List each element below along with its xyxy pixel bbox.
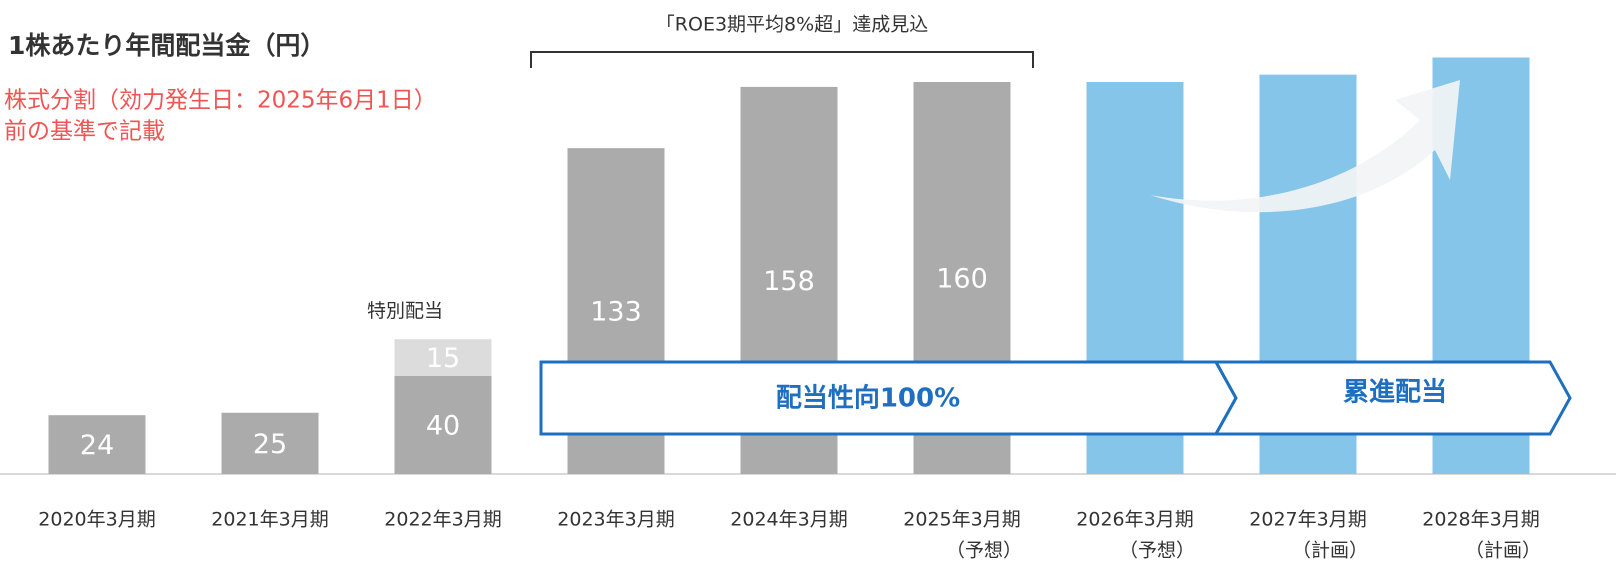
x-tick-label: 2024年3月期 — [730, 509, 847, 531]
chart-title: 1株あたり年間配当金（円） — [8, 31, 325, 60]
bar — [394, 376, 492, 474]
bracket-label: 「ROE3期平均8%超」達成見込 — [656, 14, 928, 36]
x-tick-label: 2028年3月期 — [1422, 509, 1539, 531]
value-label: 160 — [936, 264, 988, 295]
x-tick-note: （予想） — [946, 540, 1022, 562]
banner-label: 配当性向100% — [776, 383, 960, 414]
value-label: 133 — [590, 297, 642, 328]
banner-label: 累進配当 — [1343, 378, 1447, 408]
x-tick-note: （計画） — [1292, 540, 1368, 562]
x-tick-label: 2026年3月期 — [1076, 509, 1193, 531]
x-tick-label: 2025年3月期 — [903, 509, 1020, 531]
annotation: 特別配当 — [367, 300, 443, 322]
x-tick-label: 2020年3月期 — [38, 509, 155, 531]
note: 前の基準で記載 — [4, 119, 165, 145]
value-label: 15 — [426, 343, 460, 374]
banner — [1213, 360, 1572, 436]
x-tick-label: 2021年3月期 — [211, 509, 328, 531]
bar — [221, 412, 319, 474]
value-label: 25 — [253, 429, 287, 460]
x-tick-note: （計画） — [1465, 540, 1541, 562]
value-label: 24 — [80, 430, 114, 461]
x-tick-label: 2023年3月期 — [557, 509, 674, 531]
value-label: 158 — [763, 266, 815, 297]
bar — [48, 415, 146, 474]
x-tick-label: 2027年3月期 — [1249, 509, 1366, 531]
bracket — [530, 51, 1034, 68]
x-tick-label: 2022年3月期 — [384, 509, 501, 531]
growth-arrow — [1150, 80, 1460, 213]
note: 株式分割（効力発生日：2025年6月1日） — [4, 88, 437, 114]
value-label: 40 — [426, 411, 460, 442]
x-tick-note: （予想） — [1119, 540, 1195, 562]
bar — [394, 339, 492, 376]
